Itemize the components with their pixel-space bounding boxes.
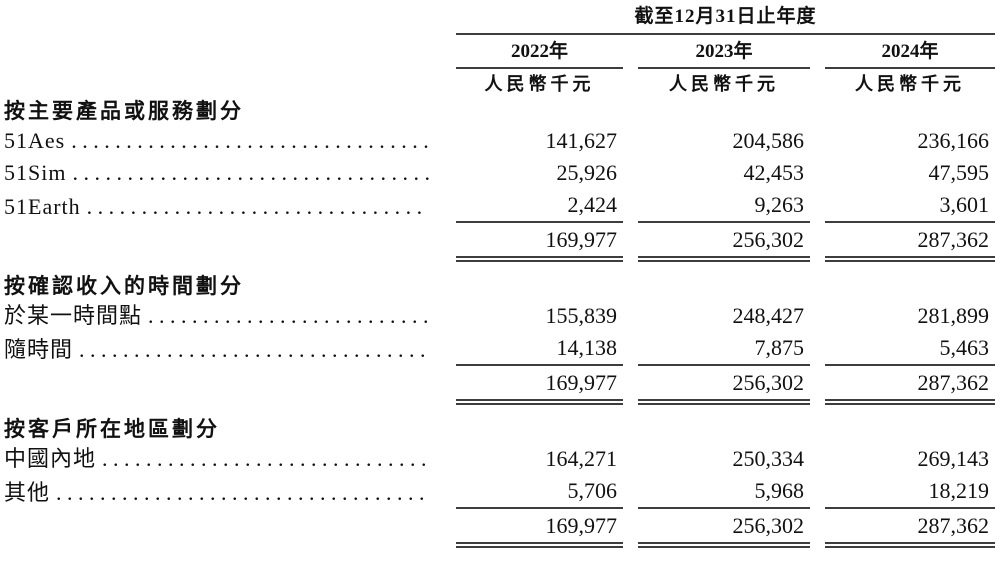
value-cell: 3,601: [825, 189, 995, 223]
table-row: 於某一時間點 155,839 248,427 281,899: [4, 300, 999, 332]
value-cell: 25,926: [556, 160, 618, 185]
row-label-text: 51Earth: [4, 194, 81, 219]
value-cell: 7,875: [638, 332, 810, 366]
year-column-header-2022: 2022年: [456, 35, 623, 69]
dot-leader: [72, 157, 429, 189]
dot-leader: [79, 334, 429, 366]
row-label: 51Sim: [4, 157, 441, 189]
value-cell: 164,271: [545, 446, 618, 471]
row-label-text: 其他: [4, 480, 51, 505]
value-cell: 2,424: [456, 189, 623, 223]
section-header-region: 按客戶所在地區劃分: [4, 417, 220, 441]
value-cell: 18,219: [825, 475, 995, 509]
total-value-cell: 256,302: [638, 366, 810, 405]
row-label: 於某一時間點: [4, 300, 441, 332]
total-value-cell: 169,977: [456, 223, 623, 262]
value-cell: 269,143: [917, 446, 990, 471]
total-value-cell: 169,977: [456, 366, 623, 405]
value-cell: 236,166: [917, 128, 990, 153]
total-value-cell: 287,362: [825, 509, 995, 548]
unit-label: 人民幣千元: [669, 74, 779, 94]
section-header-products: 按主要產品或服務劃分: [4, 99, 244, 123]
row-label: 51Aes: [4, 125, 441, 157]
period-header: 截至12月31日止年度: [456, 6, 995, 35]
table-row: 51Aes 141,627 204,586 236,166: [4, 125, 999, 157]
total-row: 169,977 256,302 287,362: [4, 223, 999, 262]
table-row: 51Earth 2,424 9,263 3,601: [4, 189, 999, 223]
table-row: 中國內地 164,271 250,334 269,143: [4, 443, 999, 475]
value-cell: 9,263: [638, 189, 810, 223]
dot-leader: [71, 125, 429, 157]
value-cell: 281,899: [917, 303, 990, 328]
unit-label: 人民幣千元: [855, 74, 965, 94]
dot-leader: [148, 300, 429, 332]
table-header-period-row: 截至12月31日止年度: [4, 6, 999, 35]
total-value-cell: 169,977: [456, 509, 623, 548]
value-cell: 5,968: [638, 475, 810, 509]
total-value-cell: 287,362: [825, 223, 995, 262]
row-label: 其他: [4, 477, 441, 509]
value-cell: 14,138: [456, 332, 623, 366]
unit-label: 人民幣千元: [484, 74, 595, 94]
row-label: 51Earth: [4, 191, 441, 223]
dot-leader: [56, 477, 429, 509]
row-label-text: 隨時間: [4, 337, 74, 362]
row-label-text: 中國內地: [4, 446, 97, 471]
table-row: 51Sim 25,926 42,453 47,595: [4, 157, 999, 189]
total-value-cell: 256,302: [638, 223, 810, 262]
value-cell: 47,595: [928, 160, 990, 185]
table-header-units-row: 人民幣千元 人民幣千元 人民幣千元: [4, 69, 999, 95]
table-header-years-row: 2022年 2023年 2024年: [4, 35, 999, 69]
row-label-text: 51Sim: [4, 160, 67, 185]
table-row: 其他 5,706 5,968 18,219: [4, 475, 999, 509]
dot-leader: [102, 443, 429, 475]
value-cell: 42,453: [743, 160, 805, 185]
value-cell: 155,839: [545, 303, 618, 328]
revenue-breakdown-table: 截至12月31日止年度 2022年 2023年 2024年 人民幣千元 人民幣千…: [0, 0, 999, 548]
value-cell: 5,706: [456, 475, 623, 509]
year-column-header-2024: 2024年: [825, 35, 995, 69]
row-label-text: 於某一時間點: [4, 303, 143, 328]
value-cell: 250,334: [732, 446, 805, 471]
section-header-timing: 按確認收入的時間劃分: [4, 274, 244, 298]
value-cell: 204,586: [732, 128, 805, 153]
value-cell: 248,427: [732, 303, 805, 328]
total-value-cell: 287,362: [825, 366, 995, 405]
year-column-header-2023: 2023年: [638, 35, 810, 69]
total-row: 169,977 256,302 287,362: [4, 366, 999, 405]
row-label: 中國內地: [4, 443, 441, 475]
table-row: 隨時間 14,138 7,875 5,463: [4, 332, 999, 366]
row-label: 隨時間: [4, 334, 441, 366]
total-row: 169,977 256,302 287,362: [4, 509, 999, 548]
dot-leader: [87, 191, 429, 223]
value-cell: 5,463: [825, 332, 995, 366]
value-cell: 141,627: [545, 128, 618, 153]
total-value-cell: 256,302: [638, 509, 810, 548]
row-label-text: 51Aes: [4, 128, 66, 153]
